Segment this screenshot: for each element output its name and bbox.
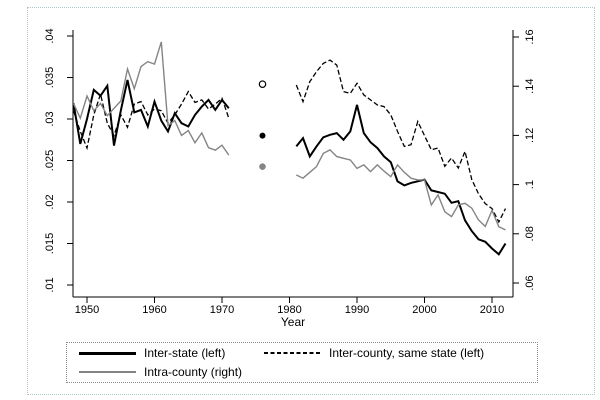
legend: Inter-state (left) Inter-county, same st… [66,342,538,383]
left-tick-label: .03 [44,111,56,126]
x-tick-label: 1950 [75,304,99,316]
legend-label: Intra-county (right) [144,365,243,379]
legend-row-1: Inter-state (left) Inter-county, same st… [67,344,537,363]
left-tick-label: .04 [44,28,56,43]
left-tick-label: .01 [44,277,56,292]
left-tick-label: .02 [44,194,56,209]
right-tick-label: .06 [524,275,536,290]
legend-label: Inter-county, same state (left) [329,346,485,360]
legend-row-2: Intra-county (right) [67,363,537,382]
legend-item-inter-county: Inter-county, same state (left) [264,347,537,359]
inter-county-same-state-left-1976-marker [258,80,267,88]
intra-county-right-line-segment-1 [72,41,230,156]
gray-line-sample [79,371,136,373]
left-tick-label: .015 [44,233,56,254]
x-tick-label: 1970 [210,304,234,316]
left-tick-label: .025 [44,150,56,171]
x-tick-label: 2000 [412,304,436,316]
right-tick-label: .1 [524,180,536,189]
x-tick-label: 1980 [277,304,301,316]
intra-county-right-line-segment-2 [295,149,506,231]
inter-state-left-1976-marker [259,132,266,139]
x-tick-label: 1990 [345,304,369,316]
intra-county-right-1976-marker [259,163,266,170]
inter-county-same-state-left-line-segment-2 [295,59,507,224]
x-axis-title: Year [281,315,305,329]
legend-label: Inter-state (left) [144,346,226,360]
x-tick-label: 2010 [480,304,504,316]
legend-item-inter-state: Inter-state (left) [67,347,264,359]
legend-item-intra-county: Intra-county (right) [67,366,264,378]
right-tick-label: .14 [524,79,536,94]
right-tick-label: .12 [524,128,536,143]
left-tick-label: .035 [44,67,56,88]
right-tick-label: .16 [524,29,536,44]
solid-black-line-sample [79,351,136,355]
right-tick-label: .08 [524,226,536,241]
x-tick-label: 1960 [142,304,166,316]
inter-county-same-state-left-line-segment-1 [72,90,230,151]
inter-state-left-line-segment-1 [72,79,230,146]
inter-state-left-line-segment-2 [295,104,507,256]
dashed-black-line-sample [264,352,321,354]
